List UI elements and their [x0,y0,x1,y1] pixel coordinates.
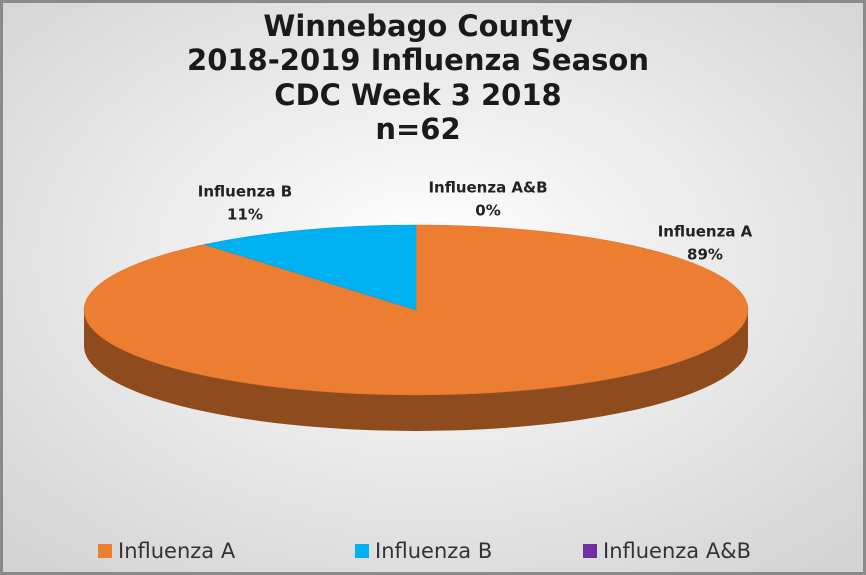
legend-label: Influenza B [375,539,492,563]
chart-title: 2018-2019 Influenza Season [187,43,649,77]
chart-title: n=62 [375,112,460,146]
legend-swatch [583,544,597,558]
data-label-value: 11% [227,206,263,224]
pie-slice [203,224,417,311]
data-label-value: 89% [687,246,723,264]
data-label-name: Influenza A&B [428,179,547,197]
chart-title: CDC Week 3 2018 [274,78,561,112]
chart-title: Winnebago County [263,9,572,43]
legend-swatch [355,544,369,558]
legend-swatch [98,544,112,558]
legend-label: Influenza A [118,539,236,563]
data-label-value: 0% [475,202,500,220]
data-label-name: Influenza B [198,183,292,201]
legend-label: Influenza A&B [603,539,751,563]
data-label-name: Influenza A [658,223,753,241]
pie-side [84,310,748,431]
